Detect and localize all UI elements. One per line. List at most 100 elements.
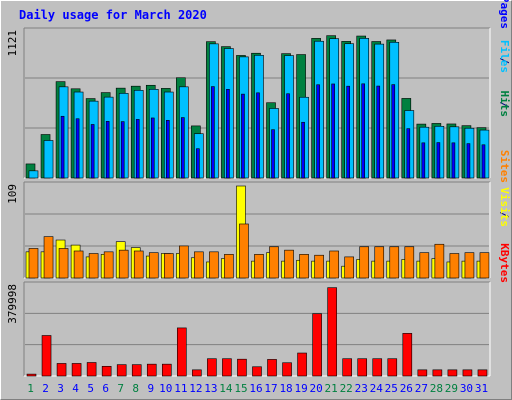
bar-sites-day-13 bbox=[209, 251, 219, 279]
day-label: 9 bbox=[147, 382, 154, 395]
bar-sites-day-29 bbox=[449, 253, 460, 279]
bar-pages-day-29 bbox=[451, 142, 456, 179]
bar-pages-day-4 bbox=[75, 118, 80, 179]
bar-sites-day-26 bbox=[404, 246, 415, 279]
bar-pages-day-20 bbox=[316, 84, 320, 179]
bar-kbytes-day-21 bbox=[327, 287, 337, 377]
bar-pages-day-3 bbox=[60, 115, 65, 179]
day-label: 17 bbox=[264, 382, 277, 395]
bar-kbytes-day-3 bbox=[56, 363, 67, 377]
bar-sites-day-7 bbox=[118, 249, 129, 279]
day-label: 16 bbox=[249, 382, 262, 395]
bar-kbytes-day-18 bbox=[282, 362, 292, 377]
panel-2 bbox=[23, 181, 491, 279]
bar-pages-day-8 bbox=[135, 119, 140, 179]
day-label: 3 bbox=[57, 382, 64, 395]
legend-hits: Hits bbox=[498, 91, 511, 118]
legend-sites: Sites bbox=[498, 150, 511, 183]
bar-kbytes-day-20 bbox=[312, 313, 322, 377]
bar-pages-day-25 bbox=[391, 84, 396, 179]
bar-kbytes-day-19 bbox=[297, 352, 307, 377]
bar-sites-day-2 bbox=[43, 236, 54, 279]
day-label: 26 bbox=[400, 382, 413, 395]
day-label: 25 bbox=[385, 382, 398, 395]
bar-sites-day-5 bbox=[88, 253, 99, 279]
bar-kbytes-day-25 bbox=[387, 358, 398, 377]
bar-kbytes-day-31 bbox=[477, 369, 488, 377]
bar-pages-day-6 bbox=[105, 121, 110, 179]
day-label: 10 bbox=[159, 382, 172, 395]
day-label: 15 bbox=[234, 382, 247, 395]
y-max-label: 1121 bbox=[6, 30, 19, 57]
bar-pages-day-7 bbox=[120, 121, 125, 179]
day-label: 18 bbox=[279, 382, 292, 395]
day-label: 19 bbox=[294, 382, 307, 395]
bar-pages-day-23 bbox=[361, 83, 366, 179]
bar-pages-day-13 bbox=[211, 86, 215, 179]
legend-files: Files bbox=[498, 40, 511, 73]
plot-area bbox=[24, 282, 490, 376]
day-label: 2 bbox=[42, 382, 49, 395]
day-label: 7 bbox=[117, 382, 124, 395]
bar-pages-day-5 bbox=[90, 124, 95, 179]
legend-separator: / bbox=[498, 211, 511, 218]
bar-pages-day-9 bbox=[150, 117, 155, 179]
bar-pages-day-18 bbox=[286, 93, 290, 179]
bar-sites-day-15 bbox=[239, 223, 249, 279]
bar-sites-day-22 bbox=[344, 256, 354, 279]
bar-kbytes-day-29 bbox=[447, 369, 458, 377]
bar-pages-day-21 bbox=[331, 83, 335, 179]
bar-kbytes-day-23 bbox=[357, 358, 368, 377]
bar-sites-day-27 bbox=[419, 252, 430, 279]
bar-kbytes-day-27 bbox=[417, 369, 428, 377]
bar-sites-day-6 bbox=[103, 251, 114, 279]
chart-title: Daily usage for March 2020 bbox=[19, 8, 207, 22]
bar-files-day-1 bbox=[28, 170, 39, 179]
bar-kbytes-day-8 bbox=[131, 364, 142, 377]
bar-sites-day-30 bbox=[464, 252, 475, 279]
legend-separator: / bbox=[498, 57, 511, 64]
bar-kbytes-day-7 bbox=[116, 364, 127, 377]
day-label: 12 bbox=[189, 382, 202, 395]
bar-pages-day-10 bbox=[165, 120, 170, 179]
day-label: 30 bbox=[460, 382, 473, 395]
bar-pages-day-17 bbox=[271, 129, 275, 179]
bar-kbytes-day-2 bbox=[41, 335, 52, 377]
bar-sites-day-1 bbox=[28, 248, 39, 279]
day-label: 27 bbox=[415, 382, 428, 395]
bar-sites-day-23 bbox=[359, 246, 370, 279]
bar-sites-day-16 bbox=[254, 254, 264, 279]
bar-files-day-2 bbox=[43, 140, 54, 179]
bar-sites-day-19 bbox=[299, 254, 309, 279]
bar-kbytes-day-13 bbox=[207, 358, 217, 377]
bar-kbytes-day-4 bbox=[71, 363, 82, 377]
bar-sites-day-20 bbox=[314, 254, 324, 279]
bar-pages-day-31 bbox=[481, 144, 486, 179]
bar-pages-day-19 bbox=[301, 121, 305, 179]
legend-pages: Pages bbox=[498, 0, 511, 29]
bar-sites-day-17 bbox=[269, 246, 279, 279]
bar-sites-day-28 bbox=[434, 243, 445, 279]
day-label: 23 bbox=[355, 382, 368, 395]
day-label: 6 bbox=[102, 382, 109, 395]
bar-kbytes-day-22 bbox=[342, 358, 352, 377]
bar-sites-day-11 bbox=[179, 245, 189, 279]
bar-pages-day-11 bbox=[181, 117, 185, 179]
bar-kbytes-day-14 bbox=[222, 358, 232, 377]
bar-pages-day-28 bbox=[436, 142, 441, 179]
bar-sites-day-24 bbox=[374, 246, 385, 279]
day-label: 11 bbox=[174, 382, 187, 395]
day-label: 14 bbox=[219, 382, 233, 395]
bar-kbytes-day-17 bbox=[267, 359, 277, 377]
bar-kbytes-day-11 bbox=[177, 327, 187, 377]
day-label: 20 bbox=[310, 382, 323, 395]
day-label: 31 bbox=[475, 382, 488, 395]
day-label: 22 bbox=[340, 382, 353, 395]
bar-sites-day-10 bbox=[163, 253, 174, 279]
bar-kbytes-day-15 bbox=[237, 358, 247, 377]
day-label: 29 bbox=[445, 382, 458, 395]
bar-sites-day-21 bbox=[329, 250, 339, 279]
bar-kbytes-day-1 bbox=[26, 373, 37, 377]
bar-sites-day-12 bbox=[194, 251, 204, 279]
